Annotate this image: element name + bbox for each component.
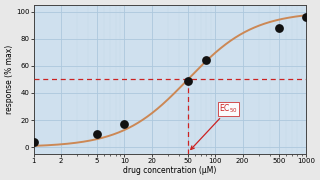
Point [185, 79, 190, 82]
Point [276, 26, 281, 29]
Point [31, 140, 36, 143]
Point [304, 16, 309, 19]
X-axis label: drug concentration (μM): drug concentration (μM) [123, 166, 217, 175]
Point [122, 123, 127, 125]
Text: EC$_{50}$: EC$_{50}$ [191, 103, 238, 149]
Point [204, 59, 209, 62]
Y-axis label: response (% max): response (% max) [5, 45, 14, 114]
Point [94, 132, 100, 135]
